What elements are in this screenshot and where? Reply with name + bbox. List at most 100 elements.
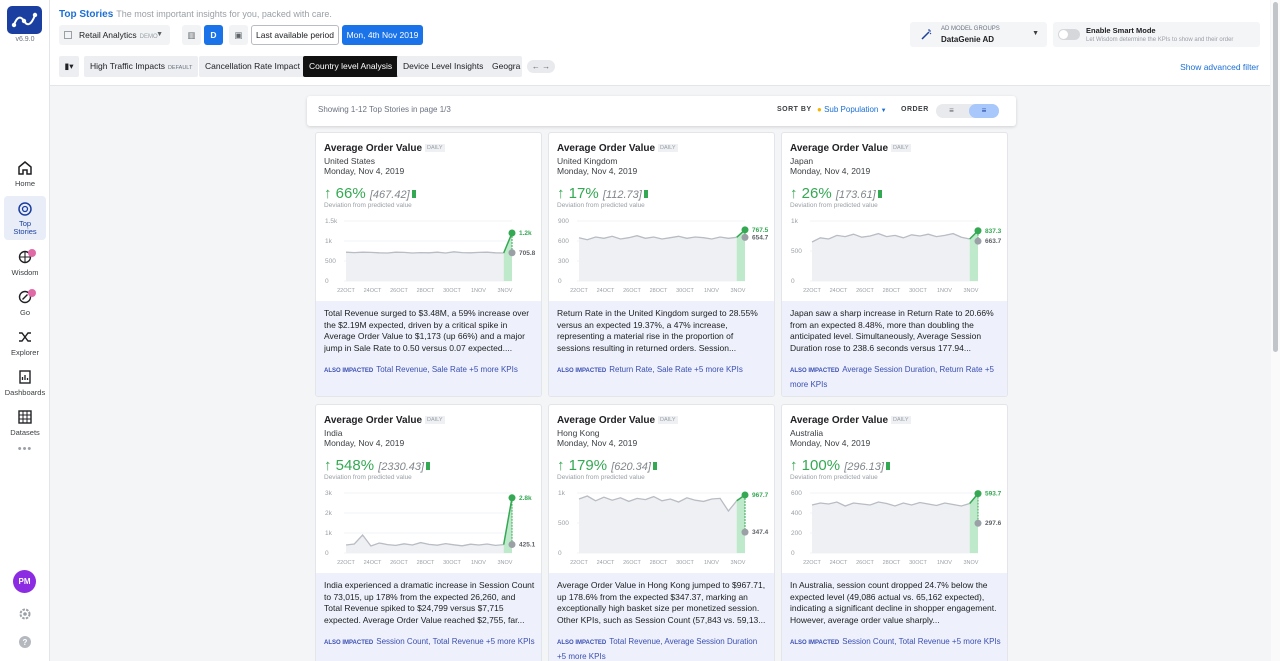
nav-wisdom[interactable]: Wisdom	[4, 249, 46, 281]
anomaly-line	[503, 232, 513, 254]
top-stories-icon	[18, 202, 32, 216]
x-tick-label: 24OCT	[597, 560, 615, 566]
actual-point[interactable]	[741, 226, 749, 234]
smart-mode-toggle[interactable]	[1058, 29, 1080, 40]
model-group-selector[interactable]: AD MODEL GROUPS DataGenie AD ▼	[910, 22, 1047, 47]
arrow-up-icon: ↑	[557, 185, 565, 202]
predicted-point[interactable]	[741, 528, 749, 536]
granularity-daily-button[interactable]: D	[204, 25, 223, 45]
actual-point[interactable]	[741, 491, 749, 499]
series-line	[578, 495, 738, 513]
also-impacted-kpis: Average Session Duration, Return Rate +5…	[790, 365, 994, 389]
predicted-point[interactable]	[974, 237, 982, 245]
predicted-point[interactable]	[508, 249, 516, 257]
actual-point[interactable]	[974, 490, 982, 498]
also-impacted[interactable]: ALSO IMPACTED Average Session Duration, R…	[790, 363, 1001, 392]
story-date: Monday, Nov 4, 2019	[557, 166, 638, 176]
nav-go[interactable]: Go	[4, 289, 46, 321]
severity-gauge-icon	[885, 462, 890, 471]
story-card[interactable]: Average Order Value DAILY Japan Monday, Nov…	[781, 132, 1008, 397]
also-impacted[interactable]: ALSO IMPACTED Session Count, Total Revenu…	[790, 635, 1001, 650]
also-impacted[interactable]: ALSO IMPACTED Session Count, Total Revenu…	[324, 635, 535, 650]
tab-high-traffic-impacts[interactable]: High Traffic Impacts DEFAULT	[84, 56, 199, 77]
story-card[interactable]: Average Order Value DAILY United States Mon…	[315, 132, 542, 397]
bookmark-tab-button[interactable]: ▮▾	[59, 56, 79, 77]
x-tick-label: 3NOV	[498, 288, 513, 294]
deviation-caption: Deviation from predicted value	[324, 474, 412, 481]
also-impacted-kpis: Total Revenue, Average Session Duration …	[557, 637, 758, 661]
nav-label: Go	[19, 308, 30, 317]
story-card[interactable]: Average Order Value DAILY United Kingdom Mo…	[548, 132, 775, 397]
change-percent: 66%	[335, 185, 366, 202]
nav-more-button[interactable]: •••	[17, 443, 33, 455]
tab-geography[interactable]: Geogra	[486, 56, 522, 77]
columns-icon: ▥	[187, 30, 196, 40]
kpi-name: Average Order Value	[324, 143, 423, 154]
arrow-up-icon: ↑	[557, 457, 565, 474]
story-date: Monday, Nov 4, 2019	[557, 438, 638, 448]
predicted-value: [620.34]	[611, 461, 651, 473]
app-grid-icon	[64, 31, 72, 39]
tab-device-level-insights[interactable]: Device Level Insights	[397, 56, 490, 77]
x-tick-label: 28OCT	[883, 560, 901, 566]
date-picker-button[interactable]: Mon, 4th Nov 2019	[342, 25, 423, 45]
nav-datasets[interactable]: Datasets	[4, 409, 46, 441]
nav-top-stories[interactable]: Top Stories	[4, 196, 46, 240]
sort-by-selector[interactable]: ● Sub Population ▼	[817, 105, 887, 114]
kpi-trend-chart: 1.5k 1k 500 0 22OCT 24OCT 26OCT 28OCT 30OCT 1NOV 3…	[325, 218, 536, 294]
svg-text:?: ?	[23, 638, 28, 647]
story-card[interactable]: Average Order Value DAILY Hong Kong Monday,…	[548, 404, 775, 661]
period-button[interactable]: Last available period	[251, 25, 339, 45]
y-tick-label: 500	[325, 258, 336, 265]
population-name: India	[324, 428, 343, 438]
also-impacted[interactable]: ALSO IMPACTED Return Rate, Sale Rate +5 m…	[557, 363, 768, 378]
view-toggle-button[interactable]: ▥	[182, 25, 201, 45]
predicted-point[interactable]	[508, 540, 516, 548]
tab-country-level-analysis[interactable]: Country level Analysis	[303, 56, 399, 77]
x-tick-label: 30OCT	[443, 560, 461, 566]
predicted-value: [173.61]	[835, 189, 876, 201]
also-impacted-label: ALSO IMPACTED	[790, 640, 840, 646]
calendar-button[interactable]: ▣	[229, 25, 248, 45]
also-impacted-label: ALSO IMPACTED	[324, 368, 374, 374]
settings-gear-icon[interactable]	[18, 607, 32, 621]
also-impacted[interactable]: ALSO IMPACTED Total Revenue, Average Sess…	[557, 635, 768, 661]
sort-ascending-button[interactable]: ≡	[936, 104, 967, 118]
app-logo[interactable]	[7, 6, 42, 34]
help-icon[interactable]: ?	[18, 635, 32, 649]
y-tick-label: 300	[558, 258, 569, 265]
smart-mode-panel: Enable Smart Mode Let Wisdom determine t…	[1053, 22, 1260, 47]
also-impacted[interactable]: ALSO IMPACTED Total Revenue, Sale Rate +5…	[324, 363, 535, 378]
severity-gauge-icon	[411, 190, 416, 199]
model-group-label: AD MODEL GROUPS	[941, 26, 1000, 32]
story-card[interactable]: Average Order Value DAILY India Monday, Nov…	[315, 404, 542, 661]
app-selector[interactable]: Retail Analytics DEMO ▼	[59, 25, 170, 45]
series-area	[812, 233, 970, 281]
predicted-point[interactable]	[974, 519, 982, 527]
story-card[interactable]: Average Order Value DAILY Australia Monday,…	[781, 404, 1008, 661]
nav-home[interactable]: Home	[4, 160, 46, 192]
left-rail: v6.9.0 Home Top Stories Wisdom Go Explor…	[0, 0, 50, 661]
actual-point[interactable]	[508, 494, 516, 502]
go-icon	[18, 290, 32, 304]
chevron-down-icon: ▼	[156, 31, 163, 38]
arrow-left-icon[interactable]: ←	[531, 62, 540, 71]
sort-descending-button[interactable]: ≡	[969, 104, 999, 118]
tab-label: High Traffic Impacts	[90, 61, 165, 71]
page-scrollbar[interactable]	[1271, 0, 1280, 661]
tab-cancellation-rate-impact[interactable]: Cancellation Rate Impact	[199, 56, 306, 77]
sort-bar: Showing 1-12 Top Stories in page 1/3 SOR…	[307, 96, 1016, 126]
series-line	[811, 501, 970, 507]
magic-wand-icon	[921, 29, 932, 40]
show-advanced-filter-link[interactable]: Show advanced filter	[1180, 62, 1259, 72]
nav-explorer[interactable]: Explorer	[4, 329, 46, 361]
actual-point[interactable]	[508, 229, 516, 237]
actual-point[interactable]	[974, 227, 982, 235]
nav-dashboards[interactable]: Dashboards	[4, 369, 46, 401]
tab-label: Cancellation Rate Impact	[205, 61, 300, 71]
deviation-value: ↑ 17% [112.73]	[557, 185, 648, 202]
predicted-point[interactable]	[741, 233, 749, 241]
user-avatar[interactable]: PM	[13, 570, 36, 593]
arrow-right-icon[interactable]: →	[542, 62, 551, 71]
tab-scroll-arrows[interactable]: ← →	[527, 60, 555, 73]
